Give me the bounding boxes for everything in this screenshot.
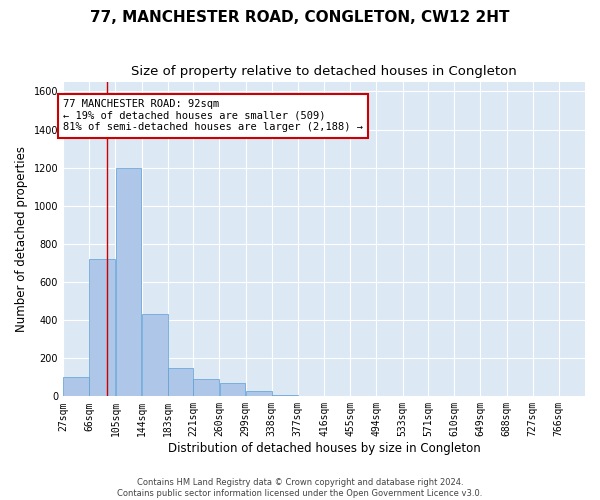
Bar xyxy=(168,368,193,396)
Title: Size of property relative to detached houses in Congleton: Size of property relative to detached ho… xyxy=(131,65,517,78)
Text: Contains HM Land Registry data © Crown copyright and database right 2024.
Contai: Contains HM Land Registry data © Crown c… xyxy=(118,478,482,498)
Text: 77 MANCHESTER ROAD: 92sqm
← 19% of detached houses are smaller (509)
81% of semi: 77 MANCHESTER ROAD: 92sqm ← 19% of detac… xyxy=(63,99,363,132)
Bar xyxy=(193,379,219,396)
Bar xyxy=(116,168,142,396)
Bar xyxy=(63,378,89,396)
Bar xyxy=(245,390,272,396)
Bar xyxy=(89,259,115,396)
X-axis label: Distribution of detached houses by size in Congleton: Distribution of detached houses by size … xyxy=(167,442,481,455)
Bar xyxy=(220,383,245,396)
Bar xyxy=(142,314,167,396)
Y-axis label: Number of detached properties: Number of detached properties xyxy=(15,146,28,332)
Text: 77, MANCHESTER ROAD, CONGLETON, CW12 2HT: 77, MANCHESTER ROAD, CONGLETON, CW12 2HT xyxy=(90,10,510,25)
